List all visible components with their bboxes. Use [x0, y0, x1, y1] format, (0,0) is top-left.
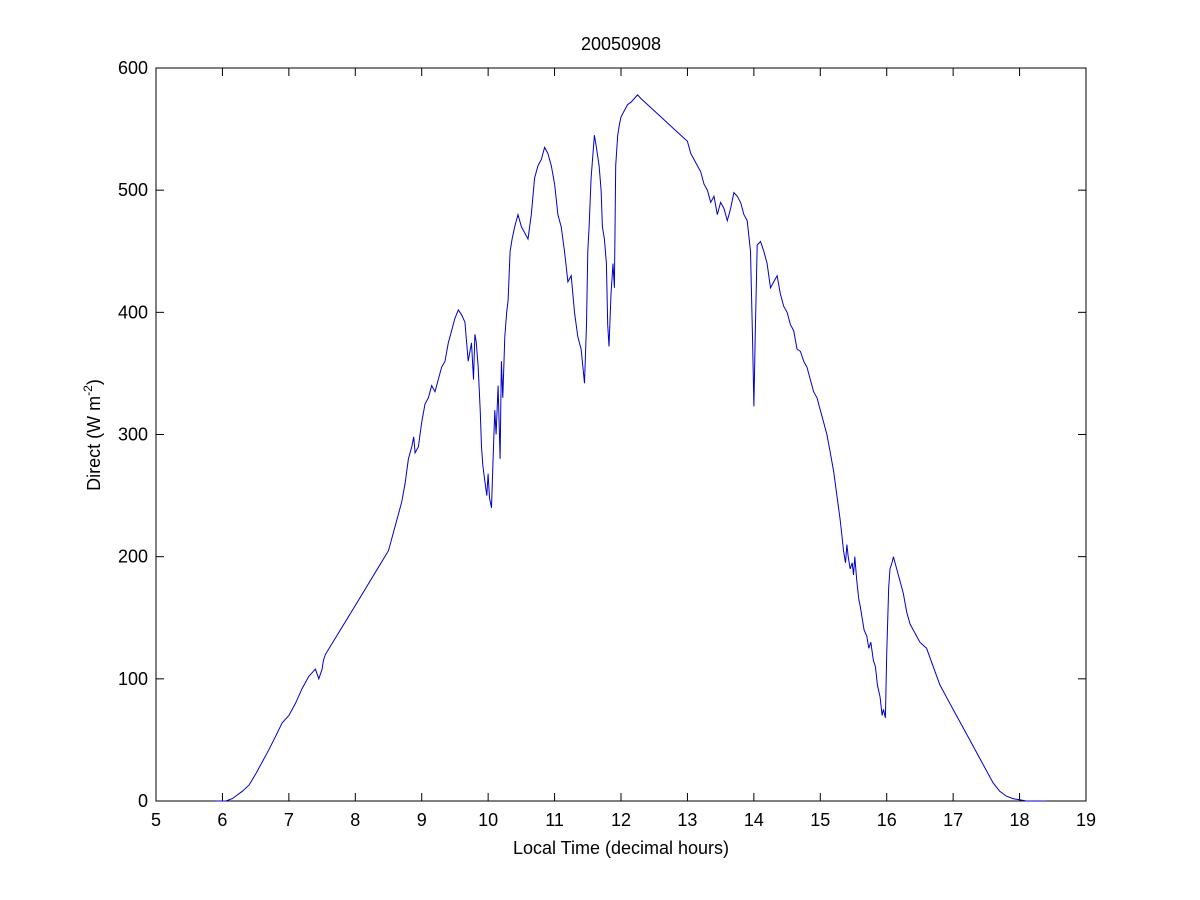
x-tick-label: 13	[677, 810, 697, 830]
x-tick-label: 16	[877, 810, 897, 830]
y-tick-label: 400	[118, 302, 148, 322]
y-axis-label: Direct (W m-2)	[81, 379, 104, 491]
x-tick-label: 5	[151, 810, 161, 830]
x-tick-label: 8	[350, 810, 360, 830]
y-tick-label: 100	[118, 669, 148, 689]
y-axis-label-main: Direct (W m	[84, 396, 104, 491]
chart-title: 20050908	[581, 34, 661, 54]
x-tick-label: 12	[611, 810, 631, 830]
x-tick-label: 18	[1010, 810, 1030, 830]
direct-irradiance-line	[215, 94, 1047, 802]
x-axis-ticks: 5 6 7 8 9 10 11 12 13 14 15 16 17 18 19	[151, 68, 1096, 830]
x-tick-label: 19	[1076, 810, 1096, 830]
x-tick-label: 11	[545, 810, 564, 830]
plot-area	[155, 67, 1087, 802]
x-tick-label: 10	[478, 810, 498, 830]
x-tick-label: 6	[217, 810, 227, 830]
x-tick-label: 15	[810, 810, 830, 830]
y-axis-label-superscript: -2	[81, 385, 95, 396]
x-tick-label: 14	[744, 810, 764, 830]
y-tick-label: 200	[118, 547, 148, 567]
x-tick-label: 9	[417, 810, 427, 830]
y-tick-label: 500	[118, 180, 148, 200]
x-tick-label: 7	[284, 810, 294, 830]
y-tick-label: 300	[118, 425, 148, 445]
x-axis-label: Local Time (decimal hours)	[513, 838, 729, 858]
y-axis-ticks: 0 100 200 300 400 500 600	[118, 58, 1086, 811]
y-tick-label: 600	[118, 58, 148, 78]
y-tick-label: 0	[138, 791, 148, 811]
y-axis-label-close: )	[84, 379, 104, 385]
x-tick-label: 17	[943, 810, 963, 830]
